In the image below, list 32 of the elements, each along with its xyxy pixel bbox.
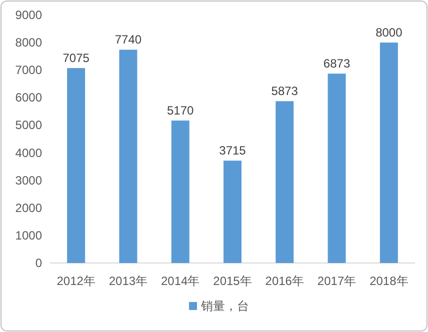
y-tick-label: 1000 — [15, 228, 42, 242]
data-label: 8000 — [376, 26, 403, 40]
x-tick-label: 2015年 — [213, 274, 252, 288]
x-tick-label: 2014年 — [161, 274, 200, 288]
x-tick-label: 2013年 — [108, 274, 148, 288]
bar — [67, 68, 86, 263]
y-tick-label: 3000 — [15, 173, 42, 188]
y-tick-label: 4000 — [15, 146, 42, 160]
bar — [119, 50, 138, 263]
bar — [276, 101, 294, 263]
y-tick-label: 5000 — [15, 118, 42, 132]
y-tick-label: 2000 — [15, 200, 42, 215]
data-label: 3715 — [219, 144, 246, 158]
y-tick-label: 8000 — [15, 36, 42, 50]
y-tick-label: 9000 — [15, 8, 42, 22]
data-label: 5873 — [271, 84, 298, 98]
x-tick-label: 2017年 — [317, 274, 356, 288]
y-tick-label: 6000 — [15, 90, 42, 105]
data-label: 6873 — [323, 56, 350, 71]
x-tick-label: 2012年 — [56, 274, 96, 288]
legend-label: 销量，台 — [200, 299, 249, 313]
x-tick-label: 2016年 — [265, 274, 304, 288]
bar — [224, 160, 242, 263]
y-tick-label: 0 — [35, 256, 42, 270]
data-label: 7740 — [114, 32, 142, 47]
data-label: 5170 — [167, 104, 194, 118]
bar — [380, 42, 398, 263]
bar — [171, 120, 190, 263]
data-label: 7075 — [62, 51, 90, 66]
bar — [328, 74, 346, 263]
x-tick-label: 2018年 — [370, 274, 408, 288]
y-tick-label: 7000 — [15, 63, 42, 78]
